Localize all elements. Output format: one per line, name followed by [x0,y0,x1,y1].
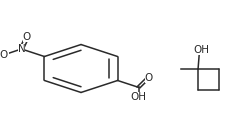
Text: OH: OH [130,92,146,102]
Text: O: O [23,32,31,42]
Text: O: O [0,50,7,60]
Text: O: O [145,73,153,83]
Text: N: N [18,44,25,54]
Text: OH: OH [194,45,210,55]
